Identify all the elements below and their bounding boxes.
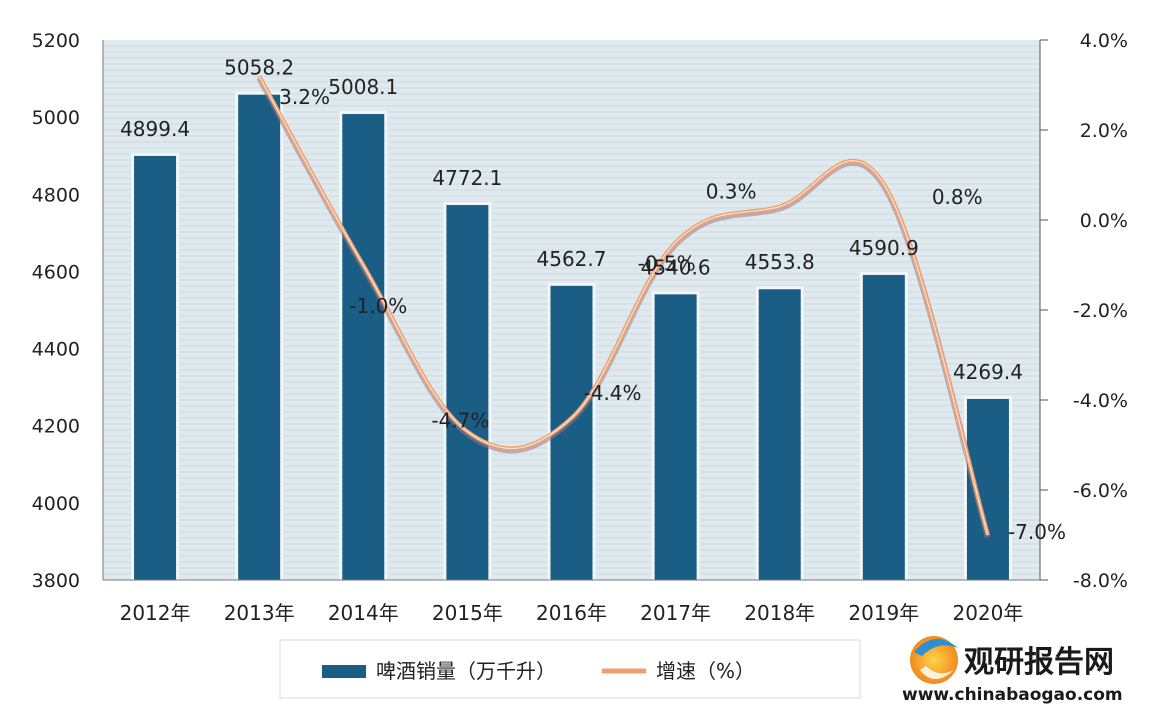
brand-url: www.chinabaogao.com xyxy=(902,685,1123,705)
legend-bar-label: 啤酒销量（万千升） xyxy=(376,659,556,683)
bar-value-label: 4553.8 xyxy=(745,250,815,274)
bar-value-label: 4590.9 xyxy=(849,236,919,260)
legend-frame xyxy=(279,639,861,699)
x-tick-label: 2019年 xyxy=(848,601,919,625)
bar-value-label: 4772.1 xyxy=(432,166,502,190)
y-left-tick-label: 4400 xyxy=(32,339,80,361)
y-right-tick-label: 4.0% xyxy=(1080,30,1128,52)
line-value-label: -0.5% xyxy=(638,252,696,276)
x-tick-label: 2012年 xyxy=(120,601,191,625)
bar-value-label: 4562.7 xyxy=(537,247,607,271)
bar-value-label: 5058.2 xyxy=(224,56,294,80)
y-right-tick-label: -8.0% xyxy=(1073,570,1128,592)
line-value-label: -1.0% xyxy=(349,294,407,318)
y-left-tick-label: 4600 xyxy=(32,261,80,283)
brand-name: 观研报告网 xyxy=(964,645,1114,680)
brand-logo-icon xyxy=(910,636,958,684)
line-value-label: 0.8% xyxy=(932,185,983,209)
line-value-label: -4.4% xyxy=(584,381,642,405)
y-right-tick-label: -2.0% xyxy=(1073,300,1128,322)
bar xyxy=(862,274,905,580)
line-value-label: 3.2% xyxy=(279,85,330,109)
bar xyxy=(758,289,801,580)
x-tick-label: 2016年 xyxy=(536,601,607,625)
y-left-tick-label: 5000 xyxy=(32,107,80,129)
bar xyxy=(238,94,281,581)
bar-value-label: 4899.4 xyxy=(120,117,190,141)
bar xyxy=(654,294,697,580)
bar-value-label: 5008.1 xyxy=(328,75,398,99)
bar xyxy=(342,114,385,581)
y-right-tick-label: -4.0% xyxy=(1073,390,1128,412)
line-value-label: 0.3% xyxy=(706,180,757,204)
legend: 啤酒销量（万千升） 增速（%） xyxy=(279,639,861,699)
y-left-tick-label: 4800 xyxy=(32,184,80,206)
line-value-label: -7.0% xyxy=(1008,520,1066,544)
x-tick-label: 2020年 xyxy=(952,601,1023,625)
line-value-label: -4.7% xyxy=(431,409,489,433)
legend-line-label: 增速（%） xyxy=(656,659,755,683)
x-tick-label: 2018年 xyxy=(744,601,815,625)
x-tick-label: 2015年 xyxy=(432,601,503,625)
bar xyxy=(134,155,177,580)
y-right-tick-label: 0.0% xyxy=(1080,210,1128,232)
y-left-tick-label: 5200 xyxy=(32,30,80,52)
watermark: 观研报告网 www.chinabaogao.com xyxy=(902,636,1123,705)
y-left-tick-label: 3800 xyxy=(32,570,80,592)
y-right-tick-label: 2.0% xyxy=(1080,120,1128,142)
bar xyxy=(446,205,489,580)
x-tick-label: 2014年 xyxy=(328,601,399,625)
legend-bar-swatch xyxy=(322,665,366,678)
growth-line-highlight xyxy=(258,75,989,536)
y-left-tick-label: 4200 xyxy=(32,416,80,438)
bar-value-label: 4540.6 xyxy=(641,255,711,279)
bar-value-label: 4269.4 xyxy=(953,360,1023,384)
x-tick-label: 2017年 xyxy=(640,601,711,625)
x-tick-label: 2013年 xyxy=(224,601,295,625)
y-left-tick-label: 4000 xyxy=(32,493,80,515)
y-right-tick-label: -6.0% xyxy=(1073,480,1128,502)
